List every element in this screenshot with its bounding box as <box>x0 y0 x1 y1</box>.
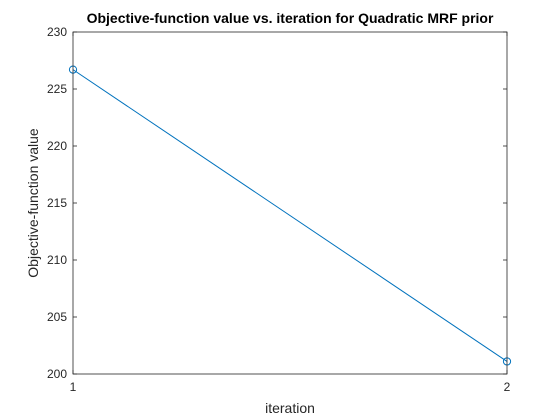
y-tick-label: 215 <box>47 196 67 210</box>
x-axis-label: iteration <box>265 400 315 416</box>
x-tick-label: 1 <box>70 380 77 394</box>
y-tick-label: 220 <box>47 139 67 153</box>
y-tick-label: 205 <box>47 310 67 324</box>
axes-box <box>72 31 508 375</box>
y-tick-label: 200 <box>47 367 67 381</box>
x-tick-label: 2 <box>504 380 511 394</box>
y-axis-label: Objective-function value <box>25 128 41 278</box>
plot-area <box>73 32 507 374</box>
y-tick-label: 225 <box>47 82 67 96</box>
series-line <box>72 69 508 362</box>
chart-title: Objective-function value vs. iteration f… <box>87 10 494 26</box>
y-tick-label: 230 <box>47 25 67 39</box>
y-tick-label: 210 <box>47 253 67 267</box>
tick-label-layer: 200 205 210 215 220 225 230 1 2 <box>47 25 511 394</box>
